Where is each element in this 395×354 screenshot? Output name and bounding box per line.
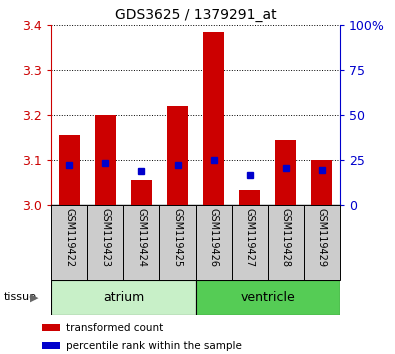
Bar — [95, 115, 116, 205]
Text: GSM119423: GSM119423 — [100, 207, 111, 267]
Text: ventricle: ventricle — [240, 291, 295, 304]
Bar — [167, 106, 188, 205]
Bar — [58, 135, 80, 205]
Bar — [196, 205, 231, 280]
Bar — [51, 280, 196, 315]
Text: ▶: ▶ — [30, 292, 38, 302]
Bar — [41, 342, 60, 349]
Text: atrium: atrium — [103, 291, 144, 304]
Text: GSM119422: GSM119422 — [64, 207, 74, 267]
Bar — [131, 181, 152, 205]
Bar — [203, 32, 224, 205]
Title: GDS3625 / 1379291_at: GDS3625 / 1379291_at — [115, 8, 276, 22]
Bar — [231, 205, 267, 280]
Bar — [51, 205, 87, 280]
Text: GSM119427: GSM119427 — [245, 207, 255, 267]
Text: GSM119428: GSM119428 — [280, 207, 291, 267]
Bar — [160, 205, 196, 280]
Bar — [41, 324, 60, 331]
Bar — [196, 280, 340, 315]
Text: GSM119424: GSM119424 — [136, 207, 147, 267]
Text: transformed count: transformed count — [66, 323, 163, 333]
Bar — [123, 205, 160, 280]
Bar — [304, 205, 340, 280]
Text: GSM119425: GSM119425 — [173, 207, 182, 267]
Text: percentile rank within the sample: percentile rank within the sample — [66, 341, 242, 351]
Text: tissue: tissue — [4, 292, 37, 302]
Bar — [239, 189, 260, 205]
Bar — [311, 160, 333, 205]
Text: GSM119429: GSM119429 — [317, 207, 327, 267]
Bar — [267, 205, 304, 280]
Bar — [275, 140, 296, 205]
Text: GSM119426: GSM119426 — [209, 207, 218, 267]
Bar — [87, 205, 123, 280]
